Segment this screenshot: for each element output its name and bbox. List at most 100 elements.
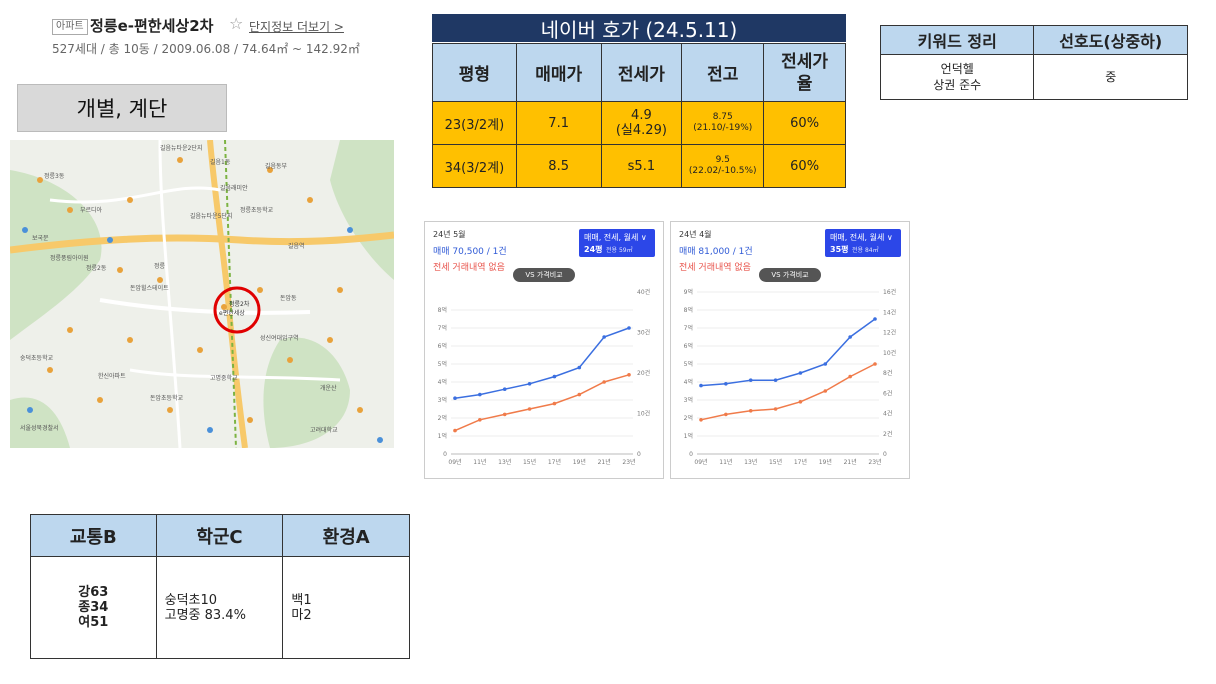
y-tick-label: 0	[443, 451, 447, 458]
chart-month: 24년 4월	[679, 230, 712, 239]
data-point	[873, 362, 877, 366]
svg-text:돈암동: 돈암동	[280, 294, 297, 302]
cell-size: 34(3/2계)	[432, 144, 517, 188]
data-point	[453, 396, 457, 400]
y2-tick-label: 20건	[637, 369, 650, 377]
y-tick-label: 3억	[684, 396, 693, 404]
data-point	[453, 428, 457, 433]
complex-info-more-link[interactable]: 단지정보 더보기 >	[249, 20, 344, 34]
y2-tick-label: 0	[637, 451, 641, 458]
chart-rent-summary: 전세 거래내역 없음	[679, 263, 751, 273]
cell-sale: 7.1	[515, 101, 602, 145]
x-tick-label: 17년	[794, 458, 807, 466]
cell-transport: 강63 종34 여51	[30, 556, 157, 659]
location-map[interactable]: 길음뉴타운2단지 정릉3동 길음1동 길음동부 길음래미안 부르디아 길음뉴타운5단지 정…	[10, 140, 394, 448]
svg-text:보국문: 보국문	[32, 235, 49, 242]
chart-area-label: 전용 84㎡	[852, 247, 879, 254]
y2-tick-label: 6건	[883, 389, 892, 397]
vs-compare-button[interactable]: VS 가격비교	[513, 268, 575, 282]
data-point	[823, 389, 828, 393]
chart-size-label: 35평	[830, 245, 849, 254]
apartment-summary: 527세대 / 총 10동 / 2009.06.08 / 74.64㎡ ~ 14…	[52, 42, 360, 56]
cell-jeonse: s5.1	[600, 144, 683, 188]
svg-text:성신여대입구역: 성신여대입구역	[260, 334, 299, 342]
price-table: 평형 매매가 전세가 전고 전세가 율 23(3/2계) 7.1 4.9 (실4…	[432, 43, 846, 188]
chart-deal-summary: 매매 70,500 / 1건	[433, 247, 507, 257]
svg-text:개운산: 개운산	[320, 384, 337, 392]
cell-size: 23(3/2계)	[432, 101, 517, 145]
data-point	[798, 371, 803, 375]
y2-tick-label: 40건	[637, 288, 650, 296]
y2-tick-label: 2건	[883, 430, 892, 438]
price-line-chart: 0 1억 2억 3억 4억 5억 6억 7억 8억 9억 0 2건 4건 6건 8건 10건 12건 14건 16건…	[684, 288, 897, 466]
y2-tick-label: 30건	[637, 329, 650, 337]
y-tick-label: 6억	[684, 342, 693, 350]
chart-rent-summary: 전세 거래내역 없음	[433, 263, 505, 273]
chart-filter-dropdown[interactable]: 매매, 전세, 월세 ∨ 35평 전용 84㎡	[825, 229, 901, 257]
data-point	[527, 407, 532, 411]
y-tick-label: 4억	[438, 378, 447, 386]
x-tick-label: 21년	[844, 458, 857, 466]
col-header-jeonse-ratio: 전세가 율	[763, 43, 846, 102]
data-point	[502, 387, 507, 391]
y2-tick-label: 16건	[883, 288, 896, 296]
apartment-name[interactable]: 정릉e-편한세상2차	[90, 17, 214, 35]
data-point	[577, 392, 582, 397]
x-tick-label: 19년	[573, 458, 586, 466]
table-row: 언덕헬 상권 준수 중	[879, 54, 1188, 100]
y2-tick-label: 4건	[883, 410, 892, 418]
y2-tick-label: 14건	[883, 308, 896, 316]
price-header-row: 평형 매매가 전세가 전고 전세가 율	[432, 43, 846, 102]
data-point	[773, 378, 778, 382]
cell-preference: 중	[1033, 54, 1188, 100]
y-tick-label: 4억	[684, 378, 693, 386]
y-tick-label: 5억	[438, 360, 447, 368]
x-tick-label: 17년	[548, 458, 561, 466]
data-point	[502, 412, 507, 417]
y-tick-label: 0	[689, 451, 693, 458]
chart-filter-label: 매매, 전세, 월세 ∨	[830, 233, 893, 242]
price-chart-card-24: 24년 5월 매매 70,500 / 1건 전세 거래내역 없음 매매, 전세,…	[424, 221, 664, 479]
svg-text:길음역: 길음역	[288, 242, 305, 250]
x-tick-label: 21년	[598, 458, 611, 466]
data-point	[848, 374, 852, 379]
x-tick-label: 09년	[448, 458, 461, 466]
y-tick-label: 2억	[684, 414, 693, 422]
cell-keyword: 언덕헬 상권 준수	[879, 54, 1035, 100]
data-point	[748, 409, 753, 413]
data-point	[848, 335, 852, 339]
x-tick-label: 11년	[719, 458, 732, 466]
svg-text:길음래미안: 길음래미안	[220, 184, 248, 192]
svg-text:길음동부: 길음동부	[265, 162, 288, 170]
y2-tick-label: 12건	[883, 329, 896, 337]
price-table-title: 네이버 호가 (24.5.11)	[432, 14, 846, 42]
y-tick-label: 1억	[438, 432, 447, 440]
svg-text:e편한세상: e편한세상	[219, 309, 245, 317]
data-point	[478, 392, 482, 397]
data-point	[823, 362, 828, 366]
keyword-table: 키워드 정리 선호도(상중하) 언덕헬 상권 준수 중	[879, 25, 1188, 100]
data-point	[724, 412, 728, 417]
x-tick-label: 19년	[819, 458, 832, 466]
data-point	[527, 382, 532, 386]
vs-compare-button[interactable]: VS 가격비교	[759, 268, 821, 282]
price-line-chart: 0 1억 2억 3억 4억 5억 6억 7억 8억 0 10건 20건 30건 40건 09년 11년 13년 1…	[438, 288, 651, 466]
svg-text:정릉풍림아이원: 정릉풍림아이원	[50, 254, 89, 262]
cell-sale: 8.5	[515, 144, 602, 188]
x-tick-label: 09년	[694, 458, 707, 466]
svg-text:길음뉴타운5단지: 길음뉴타운5단지	[190, 212, 232, 220]
favorite-star-icon[interactable]: ☆	[229, 14, 244, 33]
y2-tick-label: 0	[883, 451, 887, 458]
svg-text:서울성북경찰서: 서울성북경찰서	[20, 424, 59, 432]
y-tick-label: 6억	[438, 342, 447, 350]
svg-text:길음뉴타운2단지: 길음뉴타운2단지	[160, 144, 202, 152]
svg-text:한신아파트: 한신아파트	[98, 372, 126, 380]
col-header-keyword: 키워드 정리	[879, 25, 1035, 55]
y-tick-label: 8억	[438, 306, 447, 314]
chart-filter-dropdown[interactable]: 매매, 전세, 월세 ∨ 24평 전용 59㎡	[579, 229, 655, 257]
series-line	[700, 318, 876, 387]
svg-text:돈암힐스테이트: 돈암힐스테이트	[130, 284, 169, 292]
x-tick-label: 23년	[868, 458, 881, 466]
data-point	[699, 383, 703, 388]
